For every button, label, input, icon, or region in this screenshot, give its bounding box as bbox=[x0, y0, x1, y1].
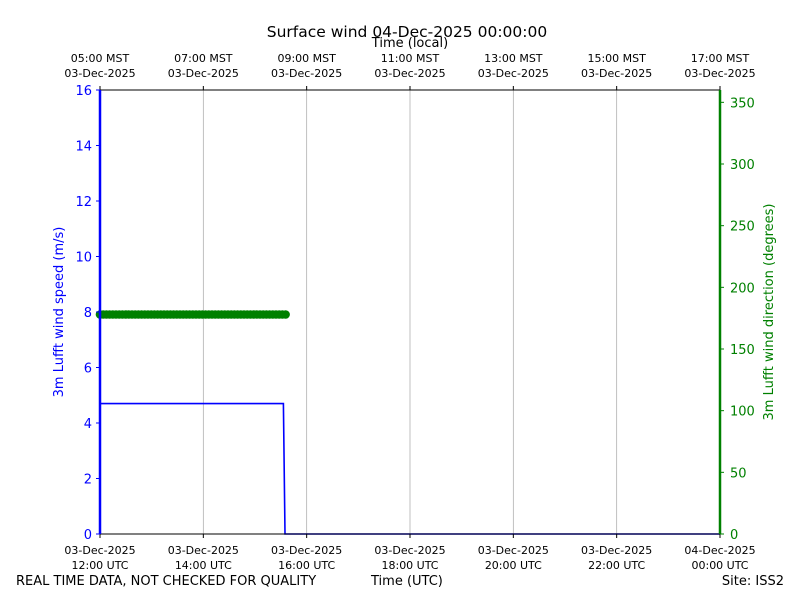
x-tick-time: 20:00 UTC bbox=[485, 559, 542, 572]
left-tick-label: 12 bbox=[75, 195, 92, 210]
x-tick-time: 16:00 UTC bbox=[278, 559, 335, 572]
right-tick-label: 350 bbox=[730, 96, 755, 111]
left-tick-label: 8 bbox=[84, 306, 92, 321]
right-tick-label: 200 bbox=[730, 281, 755, 296]
left-tick-label: 14 bbox=[75, 140, 92, 155]
wind-direction-point bbox=[281, 310, 290, 319]
top-tick-date: 03-Dec-2025 bbox=[581, 67, 652, 80]
top-tick-date: 03-Dec-2025 bbox=[271, 67, 342, 80]
x-tick-date: 03-Dec-2025 bbox=[168, 544, 239, 557]
left-tick-label: 16 bbox=[75, 84, 92, 99]
x-tick-date: 03-Dec-2025 bbox=[271, 544, 342, 557]
left-tick-label: 6 bbox=[84, 362, 92, 377]
x-tick-time: 22:00 UTC bbox=[588, 559, 645, 572]
left-y-ticks: 0 2 4 6 8 10 12 14 16 bbox=[75, 84, 100, 543]
right-y-ticks: 0 50 100 150 200 250 300 350 bbox=[720, 96, 755, 543]
chart-title: Surface wind 04-Dec-2025 00:00:00 bbox=[267, 23, 547, 41]
x-tick-date: 03-Dec-2025 bbox=[581, 544, 652, 557]
x-tick-time: 12:00 UTC bbox=[71, 559, 128, 572]
x-tick-time: 14:00 UTC bbox=[175, 559, 232, 572]
right-tick-label: 0 bbox=[730, 528, 738, 543]
top-tick-date: 03-Dec-2025 bbox=[374, 67, 445, 80]
left-tick-label: 10 bbox=[75, 251, 92, 266]
top-tick-time: 07:00 MST bbox=[174, 52, 233, 65]
x-tick-time: 00:00 UTC bbox=[691, 559, 748, 572]
right-tick-label: 150 bbox=[730, 343, 755, 358]
x-tick-date: 03-Dec-2025 bbox=[374, 544, 445, 557]
wind-direction-series bbox=[95, 310, 290, 319]
right-tick-label: 100 bbox=[730, 405, 755, 420]
top-tick-time: 13:00 MST bbox=[484, 52, 543, 65]
left-tick-label: 2 bbox=[84, 473, 92, 488]
top-x-ticks: 05:00 MST 03-Dec-2025 07:00 MST 03-Dec-2025… bbox=[64, 52, 756, 90]
bottom-x-ticks: 03-Dec-2025 12:00 UTC 03-Dec-2025 14:00 UTC… bbox=[64, 534, 756, 572]
right-tick-label: 50 bbox=[730, 466, 747, 481]
left-tick-label: 0 bbox=[84, 528, 92, 543]
left-tick-label: 4 bbox=[84, 417, 92, 432]
top-tick-date: 03-Dec-2025 bbox=[478, 67, 549, 80]
right-y-axis-label: 3m Lufft wind direction (degrees) bbox=[762, 204, 777, 421]
left-y-axis-label: 3m Lufft wind speed (m/s) bbox=[52, 227, 67, 398]
top-tick-date: 03-Dec-2025 bbox=[64, 67, 135, 80]
top-tick-date: 03-Dec-2025 bbox=[684, 67, 755, 80]
site-label: Site: ISS2 bbox=[721, 574, 784, 589]
bottom-axis-label: Time (UTC) bbox=[371, 574, 443, 589]
x-tick-date: 03-Dec-2025 bbox=[478, 544, 549, 557]
top-tick-time: 15:00 MST bbox=[587, 52, 646, 65]
top-tick-time: 09:00 MST bbox=[277, 52, 336, 65]
top-axis-label: Time (local) bbox=[371, 36, 448, 51]
top-tick-date: 03-Dec-2025 bbox=[168, 67, 239, 80]
x-tick-time: 18:00 UTC bbox=[381, 559, 438, 572]
right-tick-label: 250 bbox=[730, 220, 755, 235]
quality-note: REAL TIME DATA, NOT CHECKED FOR QUALITY bbox=[16, 574, 317, 589]
top-tick-time: 11:00 MST bbox=[381, 52, 440, 65]
x-tick-date: 03-Dec-2025 bbox=[64, 544, 135, 557]
top-tick-time: 17:00 MST bbox=[691, 52, 750, 65]
top-tick-time: 05:00 MST bbox=[71, 52, 130, 65]
x-tick-date: 04-Dec-2025 bbox=[684, 544, 755, 557]
right-tick-label: 300 bbox=[730, 158, 755, 173]
